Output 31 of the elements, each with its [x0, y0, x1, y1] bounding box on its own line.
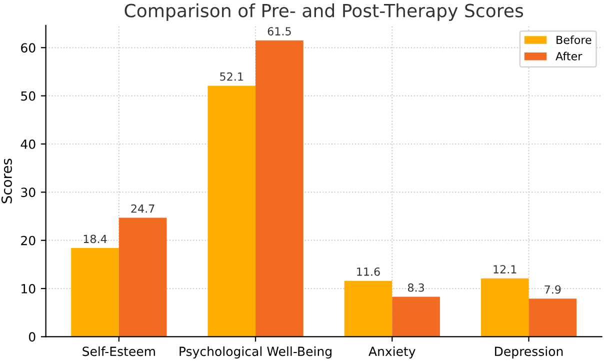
y-tick-label: 50 — [21, 91, 36, 101]
y-tick-label: 0 — [28, 332, 36, 342]
y-axis-title: Scores — [1, 158, 12, 204]
bar — [392, 296, 440, 337]
y-tick-label: 60 — [21, 43, 36, 53]
legend-label: Before — [556, 35, 592, 44]
bar — [344, 280, 392, 337]
legend-label: After — [556, 52, 582, 60]
x-tick-label: Psychological Well-Being — [180, 346, 332, 359]
y-tick-label: 40 — [20, 139, 36, 149]
y-tick-label: 10 — [22, 284, 36, 294]
bar — [480, 278, 529, 337]
x-tick-label: Anxiety — [368, 346, 416, 359]
bar — [528, 298, 577, 337]
x-tick-label: Self-Esteem — [82, 346, 155, 356]
chart-title: Comparison of Pre- and Post-Therapy Scores — [124, 3, 524, 21]
data-label: 11.6 — [357, 267, 380, 276]
y-tick-label: 30 — [21, 188, 36, 198]
x-tick-label: Depression — [495, 346, 563, 359]
data-label: 8.3 — [408, 283, 424, 292]
data-label: 18.4 — [84, 234, 107, 244]
data-label: 7.9 — [544, 285, 561, 294]
data-label: 52.1 — [220, 72, 243, 81]
bar — [208, 86, 256, 337]
data-label: 61.5 — [268, 27, 291, 36]
bar — [256, 40, 304, 337]
data-label: 24.7 — [131, 204, 154, 213]
bar — [71, 248, 119, 337]
bar — [118, 218, 167, 337]
y-tick-label: 20 — [21, 236, 36, 246]
data-label: 12.1 — [494, 265, 516, 274]
